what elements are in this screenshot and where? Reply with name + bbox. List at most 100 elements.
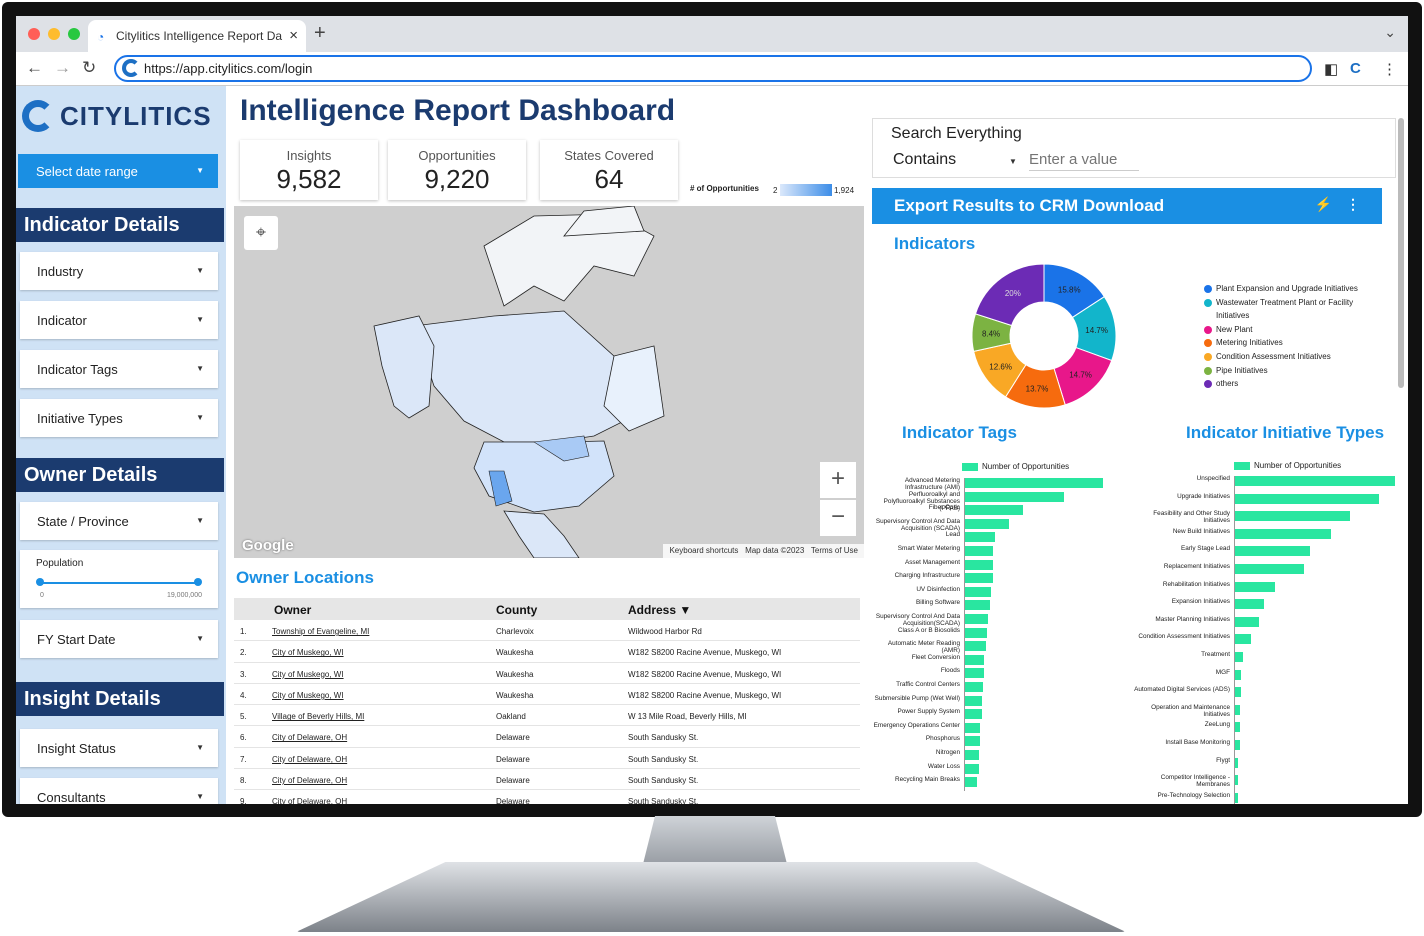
bar[interactable] [1235, 652, 1243, 662]
owner-map[interactable]: ⌖ + − Google Keyboard shortcuts Map data… [234, 206, 864, 558]
bar[interactable] [965, 668, 985, 679]
bar[interactable] [1235, 757, 1239, 768]
owner-link[interactable]: Village of Beverly Hills, MI [272, 712, 365, 722]
bar[interactable] [965, 722, 981, 733]
column-address[interactable]: Address ▼ [628, 603, 692, 617]
fy-start-date-dropdown[interactable]: FY Start Date ▼ [20, 620, 218, 658]
search-input[interactable] [1029, 149, 1139, 171]
my-location-icon[interactable]: ⌖ [244, 216, 278, 250]
bar[interactable] [1235, 704, 1240, 715]
bar[interactable] [965, 763, 979, 774]
browser-menu-icon[interactable]: ⋮ [1382, 61, 1397, 78]
reader-mode-icon[interactable]: ◧ [1324, 61, 1339, 78]
browser-tab[interactable]: ◔ Citylitics Intelligence Report Da × [88, 20, 306, 52]
terms-link[interactable]: Terms of Use [810, 546, 858, 555]
bar[interactable] [1235, 616, 1259, 627]
owner-link[interactable]: City of Delaware, OH [272, 797, 348, 804]
slider-track[interactable] [40, 582, 198, 584]
owner-link[interactable]: City of Muskego, WI [272, 648, 344, 658]
bar[interactable] [965, 641, 986, 652]
legend-item[interactable]: Wastewater Treatment Plant or Facility I… [1204, 296, 1384, 323]
bar[interactable] [1235, 740, 1240, 750]
slider-min-handle[interactable] [36, 578, 44, 586]
extension-icon[interactable]: C [1350, 60, 1361, 77]
date-range-button[interactable]: Select date range ▼ [18, 154, 218, 188]
bar[interactable] [1235, 493, 1379, 504]
bar[interactable] [965, 600, 990, 611]
owner-link[interactable]: City of Delaware, OH [272, 776, 348, 786]
owner-link[interactable]: City of Muskego, WI [272, 669, 344, 679]
bar[interactable] [965, 614, 989, 624]
initiative-types-dropdown[interactable]: Initiative Types ▼ [20, 399, 218, 437]
maximize-window-icon[interactable] [68, 28, 80, 40]
bar[interactable] [1235, 581, 1275, 592]
bar[interactable] [965, 695, 982, 706]
column-county[interactable]: County [496, 603, 538, 617]
close-tab-icon[interactable]: × [289, 27, 298, 44]
bar[interactable] [1235, 476, 1395, 486]
column-owner[interactable]: Owner [274, 603, 312, 617]
bar[interactable] [1235, 546, 1311, 557]
indicator-tags-dropdown[interactable]: Indicator Tags ▼ [20, 350, 218, 388]
lightning-icon[interactable]: ⚡ [1314, 196, 1332, 212]
reload-icon[interactable]: ↻ [82, 58, 97, 77]
bar[interactable] [965, 654, 985, 665]
legend-item[interactable]: New Plant [1204, 323, 1384, 337]
bar[interactable] [965, 573, 993, 584]
tab-list-chevron-icon[interactable]: ⌄ [1384, 24, 1396, 40]
pie-slice[interactable] [974, 263, 1045, 327]
bar[interactable] [1235, 669, 1242, 680]
legend-item[interactable]: Metering Initiatives [1204, 336, 1384, 350]
legend-item[interactable]: Plant Expansion and Upgrade Initiatives [1204, 282, 1384, 296]
bar[interactable] [1235, 511, 1351, 522]
bar[interactable] [1235, 599, 1264, 610]
bar[interactable] [1235, 687, 1242, 698]
chevron-down-icon[interactable]: ▼ [1009, 157, 1017, 166]
bar[interactable] [965, 559, 993, 570]
bar[interactable] [1235, 634, 1251, 645]
forward-icon[interactable]: → [54, 58, 71, 77]
bar[interactable] [1235, 528, 1331, 539]
industry-dropdown[interactable]: Industry ▼ [20, 252, 218, 290]
close-window-icon[interactable] [28, 28, 40, 40]
new-tab-icon[interactable]: + [314, 22, 326, 44]
legend-item[interactable]: others [1204, 377, 1384, 391]
slider-max-handle[interactable] [194, 578, 202, 586]
back-icon[interactable]: ← [26, 58, 43, 77]
state-province-dropdown[interactable]: State / Province ▼ [20, 502, 218, 540]
owner-link[interactable]: Township of Evangeline, MI [272, 627, 370, 636]
bar[interactable] [965, 586, 992, 597]
legend-item[interactable]: Pipe Initiatives [1204, 364, 1384, 378]
bar[interactable] [965, 518, 1010, 529]
bar[interactable] [965, 682, 983, 692]
owner-link[interactable]: City of Delaware, OH [272, 733, 348, 743]
export-crm-button[interactable]: Export Results to CRM Download ⚡ ⋮ [872, 188, 1382, 224]
url-field[interactable]: https://app.citylitics.com/login [114, 55, 1312, 82]
search-mode-select[interactable]: Contains [893, 151, 957, 168]
bar[interactable] [1235, 792, 1239, 803]
bar[interactable] [965, 627, 988, 638]
indicator-dropdown[interactable]: Indicator ▼ [20, 301, 218, 339]
bar[interactable] [1235, 722, 1240, 733]
bar[interactable] [965, 750, 979, 760]
bar[interactable] [965, 505, 1023, 516]
keyboard-shortcuts-link[interactable]: Keyboard shortcuts [669, 546, 739, 555]
minimize-window-icon[interactable] [48, 28, 60, 40]
more-options-icon[interactable]: ⋮ [1346, 196, 1360, 212]
bar[interactable] [965, 478, 1103, 488]
bar[interactable] [965, 736, 981, 747]
bar[interactable] [965, 546, 993, 556]
owner-link[interactable]: City of Delaware, OH [272, 754, 348, 764]
consultants-dropdown[interactable]: Consultants ▼ [20, 778, 218, 804]
zoom-in-icon[interactable]: + [820, 462, 856, 498]
insight-status-dropdown[interactable]: Insight Status ▼ [20, 729, 218, 767]
zoom-out-icon[interactable]: − [820, 500, 856, 536]
bar[interactable] [965, 491, 1065, 502]
bar[interactable] [965, 709, 982, 720]
bar[interactable] [965, 777, 978, 788]
bar[interactable] [965, 532, 996, 543]
owner-link[interactable]: City of Muskego, WI [272, 690, 344, 700]
legend-item[interactable]: Condition Assessment Initiatives [1204, 350, 1384, 364]
scrollbar[interactable] [1398, 118, 1404, 388]
bar[interactable] [1235, 564, 1304, 574]
